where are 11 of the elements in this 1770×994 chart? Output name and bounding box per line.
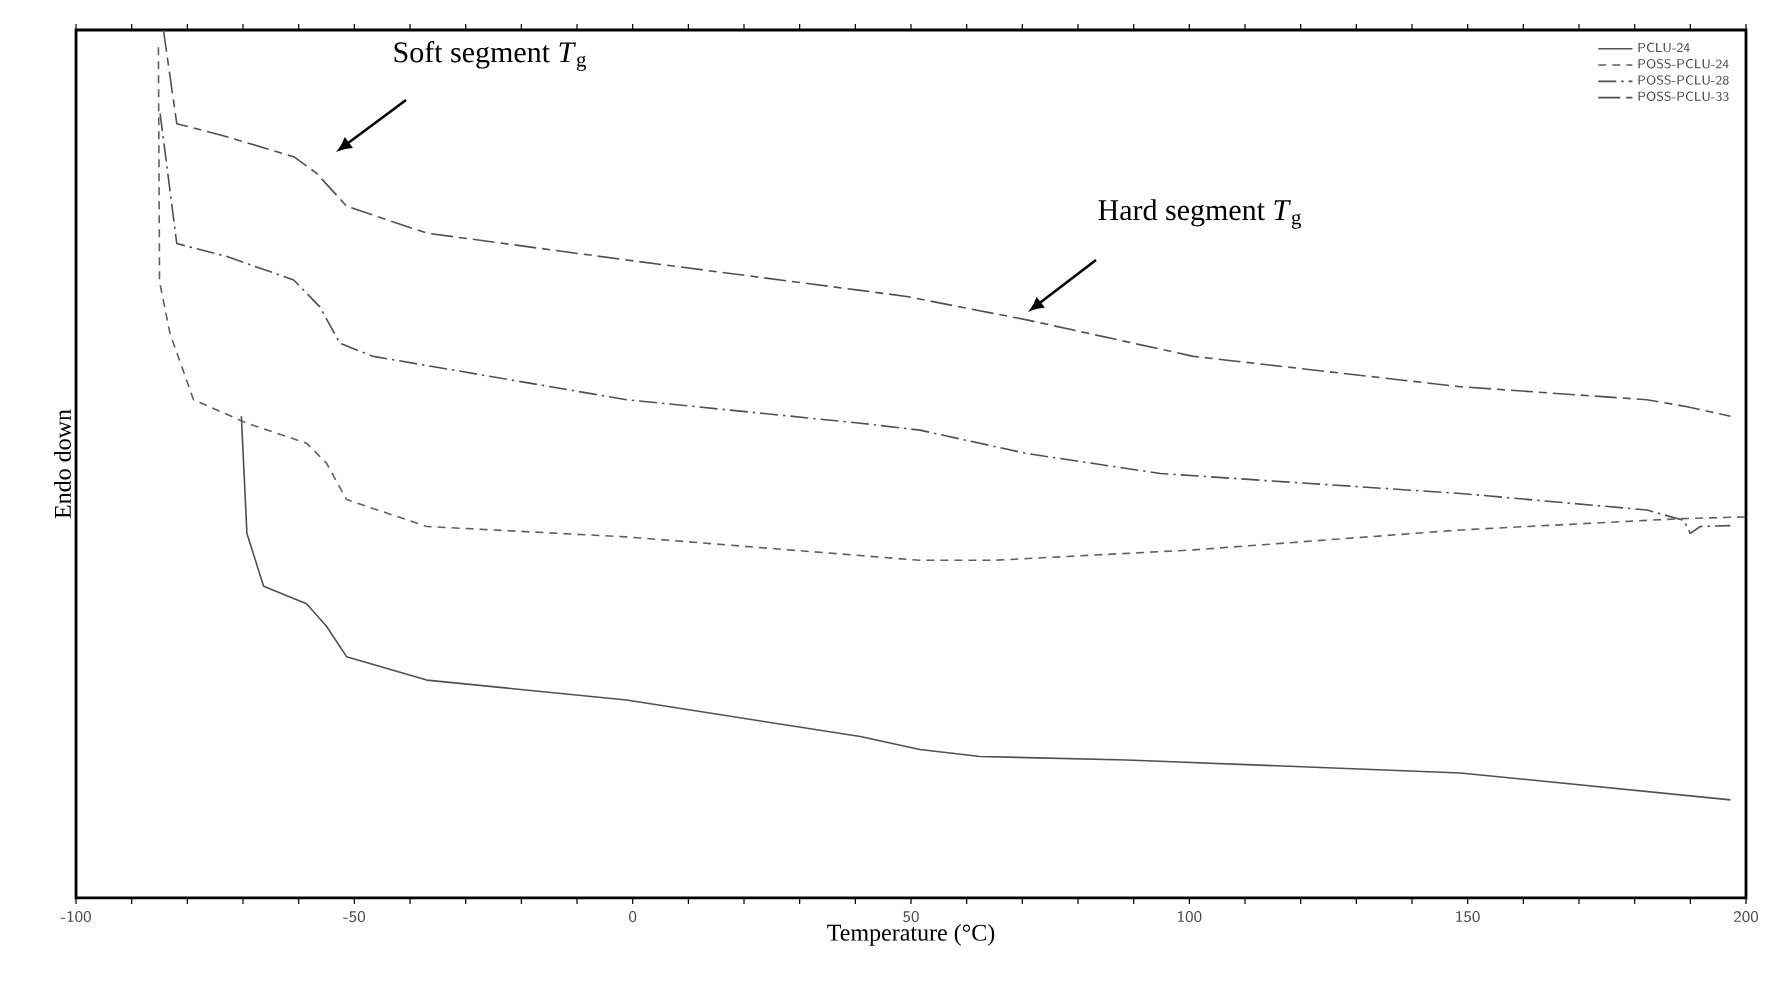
x-tick-label: 0 xyxy=(629,911,637,923)
x-tick-label: 100 xyxy=(1178,911,1202,923)
annotation: Soft segment T$_{g}$ xyxy=(394,41,587,71)
annotation: Hard segment T$_{g}$ xyxy=(1098,199,1302,229)
x-tick-label: 200 xyxy=(1733,911,1759,923)
x-tick-label: -50 xyxy=(343,911,365,923)
x-axis-title: Temperature (°C) xyxy=(827,923,995,946)
x-tick-label: -100 xyxy=(60,911,91,923)
x-tick-label: 150 xyxy=(1456,911,1480,923)
y-axis-title: Endo down xyxy=(54,409,71,519)
x-tick-label: 50 xyxy=(903,911,919,923)
